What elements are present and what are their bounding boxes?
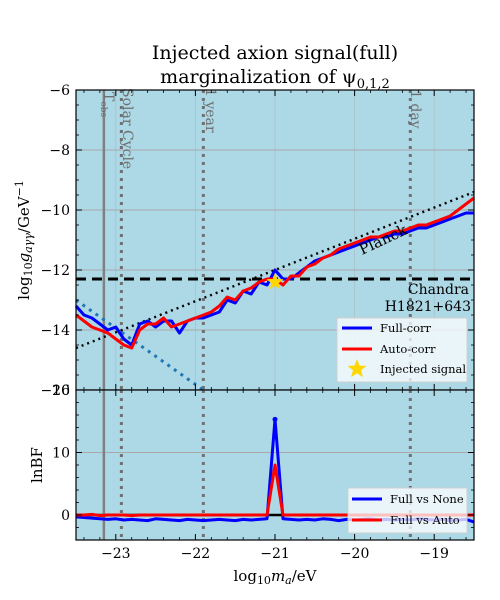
top-axes: −16 −14 −12 −10 −8 −6 <box>40 83 474 399</box>
peak-marker <box>272 416 278 422</box>
xtick-label: −19 <box>419 546 449 562</box>
bottom-panel: 0 10 20 −23 −22 −21 −20 −19 Full vs None Full v… <box>28 383 475 587</box>
bottom-legend-box <box>347 487 468 534</box>
legend-label-full-corr: Full-corr <box>380 321 431 335</box>
top-panel: Tobs Solar Cycle 1 year 1 day Planck Cha… <box>13 83 475 540</box>
solar-cycle-label: Solar Cycle <box>119 88 135 169</box>
bottom-axes: 0 10 20 −23 −22 −21 −20 −19 <box>52 383 474 562</box>
bottom-ytick-label: 20 <box>52 383 70 399</box>
year-label: 1 year <box>202 88 218 133</box>
legend-label-full-vs-none: Full vs None <box>390 492 464 506</box>
t-obs-label: Tobs <box>98 92 116 118</box>
chandra-label: Chandra <box>408 282 469 298</box>
top-ytick-label: −14 <box>40 323 70 339</box>
top-ytick-label: −12 <box>40 263 70 279</box>
top-ylabel: log10gaγγ/GeV−1 <box>13 180 35 300</box>
top-ytick-label: −10 <box>40 203 70 219</box>
bottom-ytick-label: 10 <box>52 446 70 462</box>
bottom-ylabel: lnBF <box>28 447 46 483</box>
chart-subtitle-main: marginalization of ψ <box>160 66 357 88</box>
chandra-source-label: H1821+643 <box>385 299 471 315</box>
xtick-label: −20 <box>340 546 370 562</box>
blue-dotted-line <box>75 298 205 392</box>
day-label: 1 day <box>407 90 423 129</box>
xlabel: log10ma/eV <box>234 567 318 587</box>
top-annotations: Tobs Solar Cycle 1 year 1 day Planck Cha… <box>98 88 471 315</box>
chart-subtitle: marginalization of ψ0,1,2 <box>160 66 390 92</box>
top-series <box>74 196 475 350</box>
bottom-ytick-label: 0 <box>61 508 70 524</box>
top-ytick-label: −6 <box>49 83 70 99</box>
bottom-panel-frame <box>75 389 475 541</box>
bottom-legend: Full vs None Full vs Auto <box>347 487 468 534</box>
legend-swatch-injected-signal <box>347 359 367 378</box>
xtick-label: −23 <box>101 546 131 562</box>
chart-title: Injected axion signal(full) <box>152 42 398 64</box>
legend-label-full-vs-auto: Full vs Auto <box>390 513 460 527</box>
legend-label-injected-signal: Injected signal <box>380 362 466 376</box>
top-ytick-label: −8 <box>49 143 70 159</box>
series-full-corr-line <box>74 211 474 347</box>
xtick-label: −22 <box>181 546 211 562</box>
top-legend: Full-corr Auto-corr Injected signal <box>336 317 468 383</box>
injected-signal-star <box>266 273 284 290</box>
chart-subtitle-subscript: 0,1,2 <box>357 77 390 92</box>
top-ytick-label: −16 <box>40 383 70 399</box>
legend-label-auto-corr: Auto-corr <box>379 342 436 356</box>
xtick-label: −21 <box>260 546 290 562</box>
